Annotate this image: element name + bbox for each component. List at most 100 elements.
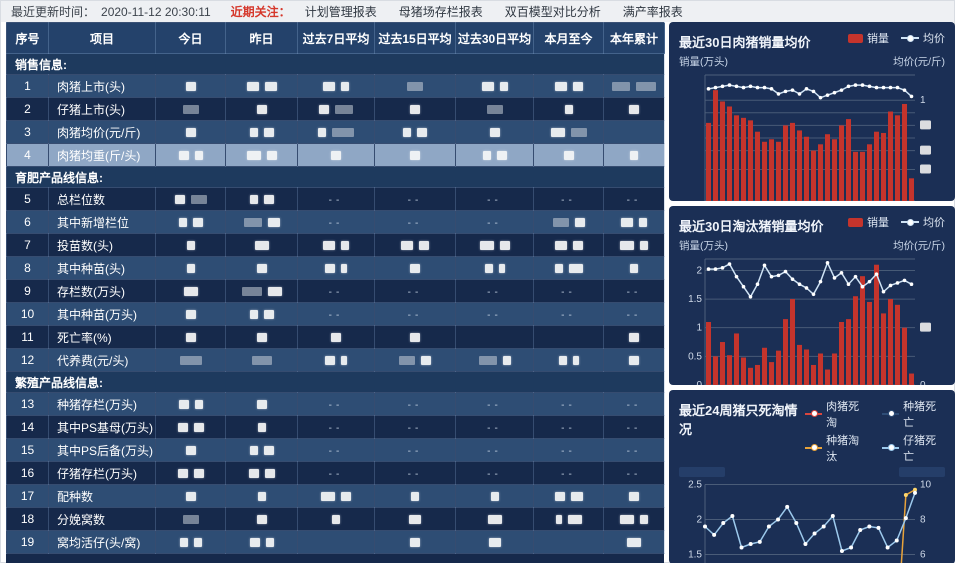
redacted-value <box>563 151 574 161</box>
nav-report-1[interactable]: 母猪场存栏报表 <box>398 5 483 19</box>
table-row-14[interactable]: 14 其中PS基母(万头) -- -- -- -- -- <box>6 415 665 439</box>
value-cell <box>455 325 534 349</box>
row-number: 8 <box>6 256 49 280</box>
redacted-value <box>410 538 420 548</box>
redacted-value <box>183 287 198 297</box>
redacted-value <box>263 310 274 320</box>
row-item-label: 仔猪存栏(万头) <box>48 461 156 485</box>
kpi-table: 序号 项目 今日 昨日 过去7日平均 过去15日平均 过去30日平均 本月至今 本年累计 销售信… <box>6 22 665 554</box>
redacted-value <box>265 538 274 548</box>
value-cell: -- <box>297 461 375 485</box>
table-row-1[interactable]: 1 肉猪上市(头) <box>6 74 665 98</box>
redacted-value <box>179 538 188 548</box>
redacted-value <box>249 195 258 205</box>
redacted-value <box>630 151 638 161</box>
table-row-15[interactable]: 15 其中PS后备(万头) -- -- -- -- -- <box>6 438 665 462</box>
redacted-value <box>341 492 351 502</box>
table-row-11[interactable]: 11 死亡率(%) <box>6 325 665 349</box>
legend-label: 种猪淘汰 <box>826 434 860 463</box>
redacted-value <box>332 515 340 525</box>
redacted-value <box>572 82 583 92</box>
value-cell: -- <box>603 415 665 439</box>
legend-item-肉猪死淘[interactable]: 肉猪死淘 <box>805 398 868 430</box>
table-row-13[interactable]: 13 种猪存栏(万头) -- -- -- -- -- <box>6 392 665 416</box>
nav-report-0[interactable]: 计划管理报表 <box>304 5 377 19</box>
redacted-value <box>502 356 511 366</box>
legend-item-种猪淘汰[interactable]: 种猪淘汰 <box>805 432 868 464</box>
table-row-19[interactable]: 19 窝均活仔(头/窝) <box>6 530 665 554</box>
svg-text:1: 1 <box>696 323 702 334</box>
table-row-16[interactable]: 16 仔猪存栏(万头) -- -- -- -- -- <box>6 461 665 485</box>
svg-text:1: 1 <box>920 95 926 106</box>
redacted-value <box>249 128 258 138</box>
value-cell: -- <box>297 302 375 326</box>
legend-item-仔猪死亡[interactable]: 仔猪死亡 <box>882 432 945 464</box>
value-cell: -- <box>455 279 534 303</box>
value-cell: -- <box>533 415 604 439</box>
redacted-value <box>401 241 413 251</box>
legend-item-均价[interactable]: 均价 <box>901 30 945 46</box>
chart-canvas: 110.1410.1810.2210.2610.3011.311.711.11 <box>704 74 931 202</box>
value-cell: -- <box>603 279 665 303</box>
nav-report-2[interactable]: 双百模型对比分析 <box>504 5 601 19</box>
redacted-value <box>564 105 573 115</box>
table-row-2[interactable]: 2 仔猪上市(头) <box>6 97 665 121</box>
table-row-7[interactable]: 7 投苗数(头) <box>6 233 665 257</box>
row-item-label: 分娩窝数 <box>48 507 156 531</box>
row-number: 2 <box>6 97 49 121</box>
value-cell <box>225 530 298 554</box>
legend-item-销量[interactable]: 销量 <box>848 30 889 46</box>
redacted-value <box>185 82 196 92</box>
value-cell: -- <box>603 187 665 211</box>
redacted-value <box>256 264 267 274</box>
value-cell <box>225 97 298 121</box>
table-row-4[interactable]: 4 肉猪均重(斤/头) <box>6 143 665 167</box>
redacted-value <box>629 333 639 343</box>
row-number: 18 <box>6 507 49 531</box>
redacted-value <box>478 356 497 366</box>
redacted-value <box>411 492 419 502</box>
value-cell <box>374 325 456 349</box>
table-row-12[interactable]: 12 代养费(元/头) <box>6 348 665 372</box>
value-cell <box>297 97 375 121</box>
table-row-8[interactable]: 8 其中种苗(头) <box>6 256 665 280</box>
value-cell: -- <box>374 210 456 234</box>
legend-item-销量[interactable]: 销量 <box>848 214 889 230</box>
table-row-10[interactable]: 10 其中种苗(万头) -- -- -- -- -- <box>6 302 665 326</box>
value-cell <box>225 484 298 508</box>
row-number: 16 <box>6 461 49 485</box>
redacted-value <box>177 469 188 479</box>
row-item-label: 投苗数(头) <box>48 233 156 257</box>
nav-report-3[interactable]: 满产率报表 <box>622 5 683 19</box>
redacted-value <box>331 151 341 161</box>
legend-item-种猪死亡[interactable]: 种猪死亡 <box>882 398 945 430</box>
table-row-5[interactable]: 5 总栏位数 -- -- -- -- -- <box>6 187 665 211</box>
table-row-3[interactable]: 3 肉猪均价(元/斤) <box>6 120 665 144</box>
redacted-value <box>323 82 335 92</box>
svg-text:2: 2 <box>696 514 702 525</box>
redacted-value <box>319 105 329 115</box>
redacted-value <box>193 538 202 548</box>
redacted-value <box>192 218 203 228</box>
row-item-label: 肉猪均重(斤/头) <box>48 143 156 167</box>
redacted-value <box>177 423 188 433</box>
svg-text:10: 10 <box>920 479 932 490</box>
redacted-value <box>479 241 494 251</box>
redacted-value <box>567 515 582 525</box>
redacted-value <box>410 264 420 274</box>
redacted-value <box>487 515 502 525</box>
chart-title: 最近30日肉猪销量均价 <box>679 35 811 50</box>
table-row-6[interactable]: 6 其中新增栏位 -- -- -- <box>6 210 665 234</box>
table-row-18[interactable]: 18 分娩窝数 <box>6 507 665 531</box>
table-row-9[interactable]: 9 存栏数(万头) -- -- -- -- -- <box>6 279 665 303</box>
table-row-17[interactable]: 17 配种数 <box>6 484 665 508</box>
redacted-value <box>194 400 203 410</box>
value-cell <box>225 143 298 167</box>
redacted-value <box>185 128 196 138</box>
legend-item-均价[interactable]: 均价 <box>901 214 945 230</box>
table-header-row: 序号 项目 今日 昨日 过去7日平均 过去15日平均 过去30日平均 本月至今 本年累计 <box>6 22 665 54</box>
value-cell: -- <box>455 187 534 211</box>
redacted-value <box>555 515 562 525</box>
redacted-value <box>554 241 567 251</box>
value-cell <box>374 256 456 280</box>
